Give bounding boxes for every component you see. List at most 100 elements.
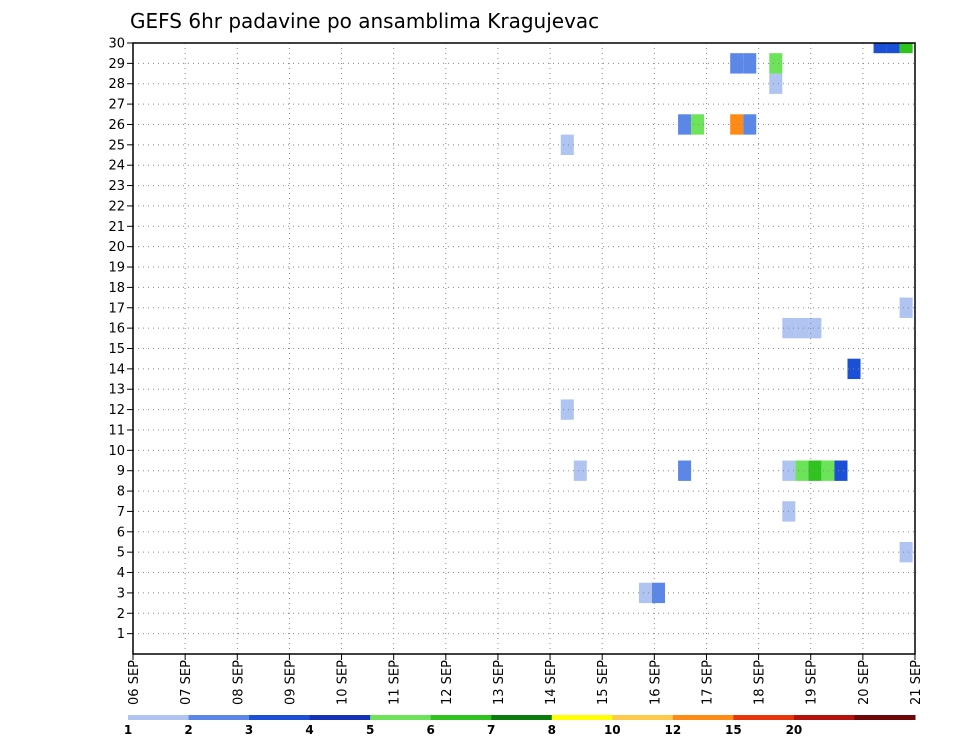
precip-cell bbox=[834, 460, 848, 481]
x-axis: 06 SEP 07 SEP 08 SEP 09 SEP 10 SEP 11 SEP 12 S… bbox=[127, 654, 924, 705]
x-tick-label: 07 SEP bbox=[179, 660, 194, 705]
legend-label: 15 bbox=[725, 723, 742, 737]
x-tick-label: 12 SEP bbox=[440, 660, 455, 705]
precip-cell bbox=[795, 317, 809, 339]
precip-cell bbox=[769, 53, 783, 74]
data-cells bbox=[560, 43, 913, 604]
legend-swatch bbox=[370, 715, 432, 720]
color-legend: 1 2 3 4 5 6 7 8 10 12 15 20 bbox=[124, 715, 916, 737]
precip-cell bbox=[795, 460, 809, 481]
y-tick-label: 3 bbox=[117, 586, 125, 601]
y-tick-label: 2 bbox=[117, 607, 125, 622]
legend-swatch bbox=[188, 715, 250, 720]
legend-swatch bbox=[551, 715, 613, 720]
y-tick-label: 24 bbox=[108, 159, 125, 174]
y-tick-label: 20 bbox=[108, 240, 125, 255]
grid-lines bbox=[133, 43, 915, 654]
x-tick-label: 20 SEP bbox=[857, 660, 872, 705]
precip-cell bbox=[638, 582, 652, 604]
precip-cell bbox=[730, 114, 744, 135]
y-tick-label: 27 bbox=[108, 98, 125, 113]
x-tick-label: 14 SEP bbox=[544, 660, 559, 705]
x-tick-label: 18 SEP bbox=[753, 660, 768, 705]
x-tick-label: 11 SEP bbox=[388, 660, 403, 705]
y-tick-label: 19 bbox=[108, 261, 125, 276]
precip-cell bbox=[678, 460, 692, 481]
precip-cell bbox=[769, 73, 783, 94]
y-tick-label: 12 bbox=[108, 403, 125, 418]
y-tick-label: 4 bbox=[117, 566, 125, 581]
y-tick-label: 5 bbox=[117, 546, 125, 561]
precip-cell bbox=[821, 460, 835, 481]
x-tick-label: 06 SEP bbox=[127, 660, 142, 705]
y-tick-label: 23 bbox=[108, 179, 125, 194]
y-tick-label: 8 bbox=[117, 485, 125, 500]
legend-label: 2 bbox=[184, 723, 192, 737]
y-tick-label: 30 bbox=[108, 37, 125, 52]
precip-cell bbox=[899, 541, 913, 563]
legend-label: 8 bbox=[548, 723, 556, 737]
precip-cell bbox=[560, 134, 574, 156]
legend-swatch bbox=[128, 715, 190, 720]
precip-cell bbox=[743, 114, 757, 135]
y-tick-label: 16 bbox=[108, 322, 125, 337]
y-tick-label: 25 bbox=[108, 138, 125, 153]
legend-label: 7 bbox=[487, 723, 495, 737]
y-tick-label: 6 bbox=[117, 525, 125, 540]
legend-swatch bbox=[793, 715, 855, 720]
legend-swatch bbox=[854, 715, 916, 720]
legend-label: 1 bbox=[124, 723, 132, 737]
legend-swatch bbox=[672, 715, 734, 720]
x-tick-label: 13 SEP bbox=[492, 660, 507, 705]
legend-label: 4 bbox=[305, 723, 313, 737]
x-tick-label: 09 SEP bbox=[283, 660, 298, 705]
legend-label: 3 bbox=[245, 723, 253, 737]
precip-cell bbox=[886, 43, 900, 54]
y-tick-label: 22 bbox=[108, 199, 125, 214]
precip-cell bbox=[678, 114, 692, 135]
y-tick-label: 7 bbox=[117, 505, 125, 520]
y-tick-label: 15 bbox=[108, 342, 125, 357]
y-tick-label: 26 bbox=[108, 118, 125, 133]
precip-cell bbox=[873, 43, 887, 54]
precip-cell bbox=[899, 43, 913, 54]
y-tick-label: 18 bbox=[108, 281, 125, 296]
legend-swatch bbox=[733, 715, 795, 720]
precip-cell bbox=[573, 460, 587, 481]
x-tick-label: 16 SEP bbox=[648, 660, 663, 705]
y-tick-label: 28 bbox=[108, 77, 125, 92]
x-tick-label: 10 SEP bbox=[336, 660, 351, 705]
x-tick-label: 19 SEP bbox=[805, 660, 820, 705]
y-tick-label: 1 bbox=[117, 627, 125, 642]
legend-swatch bbox=[430, 715, 492, 720]
precip-cell bbox=[691, 114, 705, 135]
precip-cell bbox=[808, 460, 822, 481]
legend-label: 20 bbox=[786, 723, 803, 737]
x-tick-label: 17 SEP bbox=[700, 660, 715, 705]
precip-cell bbox=[730, 53, 744, 74]
legend-swatch bbox=[612, 715, 674, 720]
y-tick-label: 29 bbox=[108, 57, 125, 72]
legend-swatch bbox=[309, 715, 371, 720]
precip-cell bbox=[899, 297, 913, 318]
y-tick-label: 11 bbox=[108, 423, 125, 438]
legend-swatch bbox=[491, 715, 553, 720]
y-tick-label: 9 bbox=[117, 464, 125, 479]
precip-cell bbox=[847, 358, 861, 380]
y-tick-label: 21 bbox=[108, 220, 125, 235]
legend-swatch bbox=[249, 715, 311, 720]
legend-label: 10 bbox=[604, 723, 621, 737]
y-axis: 1234567891011121314151617181920212223242… bbox=[108, 37, 133, 642]
y-tick-label: 14 bbox=[108, 362, 125, 377]
x-tick-label: 08 SEP bbox=[231, 660, 246, 705]
precip-cell bbox=[743, 53, 757, 74]
y-tick-label: 17 bbox=[108, 301, 125, 316]
y-tick-label: 10 bbox=[108, 444, 125, 459]
legend-label: 12 bbox=[664, 723, 681, 737]
precip-cell bbox=[808, 317, 822, 339]
legend-label: 6 bbox=[427, 723, 435, 737]
x-tick-label: 15 SEP bbox=[596, 660, 611, 705]
y-tick-label: 13 bbox=[108, 383, 125, 398]
chart-title: GEFS 6hr padavine po ansamblima Kragujev… bbox=[130, 9, 599, 33]
